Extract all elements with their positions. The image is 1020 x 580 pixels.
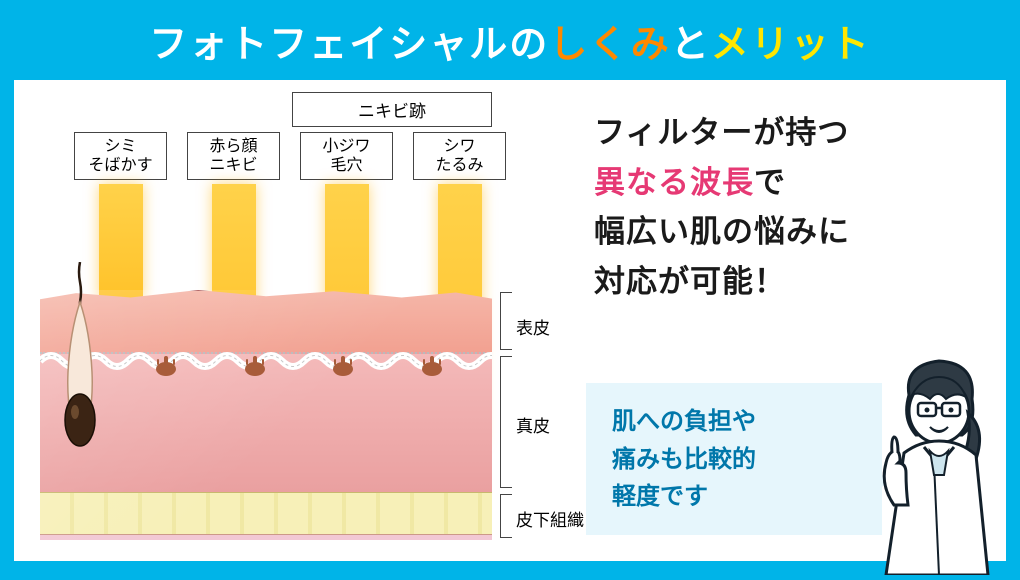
fibroblast-icon: [245, 360, 265, 376]
title-accent-1: しくみ: [549, 13, 671, 68]
title-accent-2: メリット: [711, 13, 871, 68]
bottom-edge: [40, 534, 492, 540]
speech-line-3: 軽度です: [612, 483, 708, 510]
fibroblast-cells: [122, 360, 476, 384]
main-panel: ニキビ跡 シミ そばかす 赤ら顔 ニキビ 小ジワ 毛穴 シワ たるみ: [14, 80, 1006, 561]
subcutis-layer: [40, 492, 492, 540]
title-part-1: フォトフェイシャルの: [149, 13, 549, 68]
speech-line-2: 痛みも比較的: [612, 446, 756, 473]
bracket-icon: [500, 356, 512, 488]
speech-line-1: 肌への負担や: [612, 408, 756, 435]
acne-scar-group-label: ニキビ跡: [292, 92, 492, 127]
fibroblast-icon: [333, 360, 353, 376]
bracket-icon: [500, 292, 512, 350]
label-dermis: 真皮: [516, 412, 550, 437]
page-title: フォトフェイシャルの しくみ と メリット: [0, 0, 1020, 80]
headline-line-4: 対応が可能！: [594, 264, 786, 299]
right-column: フィルターが持つ 異なる波長で 幅広い肌の悩みに 対応が可能！ 肌への負担や 痛…: [574, 80, 1006, 561]
headline-line-3: 幅広い肌の悩みに: [594, 214, 850, 249]
beam-label-pores: 小ジワ 毛穴: [300, 132, 393, 180]
fibroblast-icon: [422, 360, 442, 376]
hair-follicle-icon: [50, 262, 110, 462]
fibroblast-icon: [156, 360, 176, 376]
headline-accent: 異なる波長: [594, 165, 754, 200]
doctor-character-icon: [864, 355, 1014, 575]
headline-l2-suffix: で: [754, 165, 786, 200]
beam-labels-row: シミ そばかす 赤ら顔 ニキビ 小ジワ 毛穴 シワ たるみ: [74, 132, 506, 180]
beam-label-sagging: シワ たるみ: [413, 132, 506, 180]
beam-label-spots: シミ そばかす: [74, 132, 167, 180]
headline-line-1: フィルターが持つ: [594, 115, 849, 150]
title-part-2: と: [671, 13, 711, 68]
skin-diagram: ニキビ跡 シミ そばかす 赤ら顔 ニキビ 小ジワ 毛穴 シワ たるみ: [14, 80, 574, 561]
headline-text: フィルターが持つ 異なる波長で 幅広い肌の悩みに 対応が可能！: [594, 108, 996, 306]
label-epidermis: 表皮: [516, 314, 550, 339]
beam-label-redness: 赤ら顔 ニキビ: [187, 132, 280, 180]
skin-layer-labels: 表皮 真皮 皮下組織: [500, 288, 570, 544]
speech-bubble: 肌への負担や 痛みも比較的 軽度です: [586, 383, 882, 535]
bracket-icon: [500, 494, 512, 538]
